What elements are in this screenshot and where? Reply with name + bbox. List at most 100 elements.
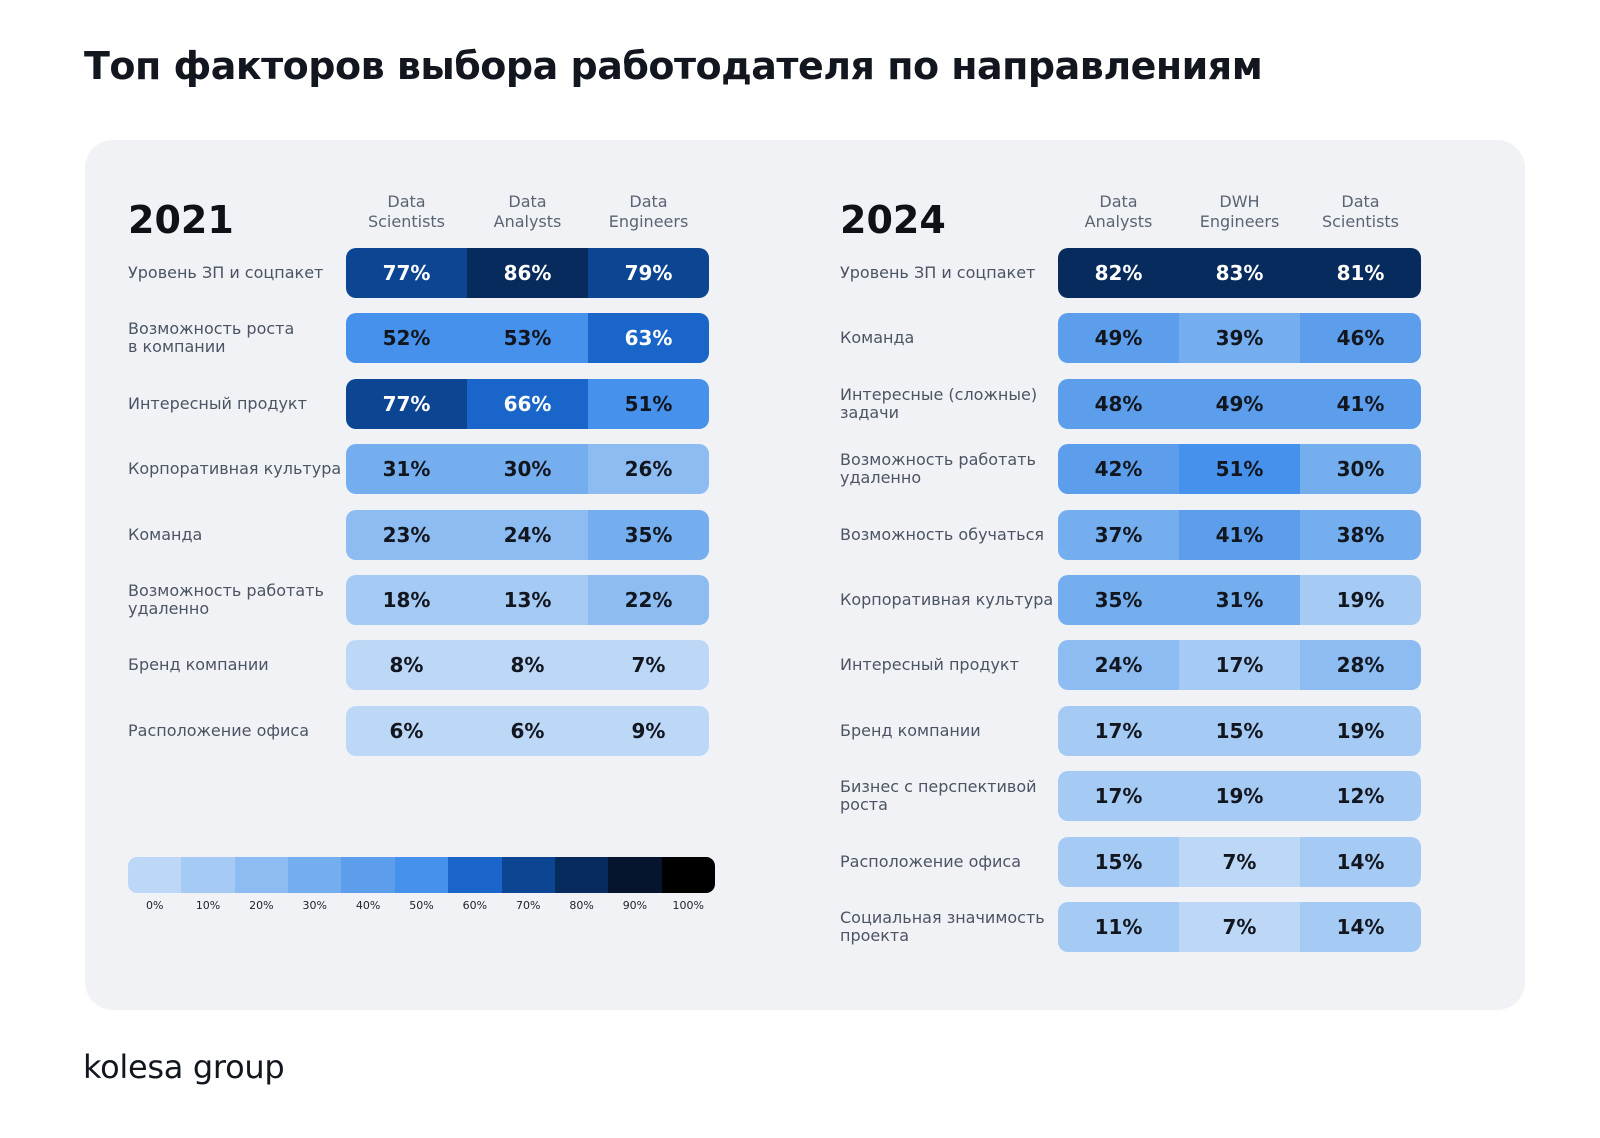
heatmap-cell: 12% (1300, 771, 1421, 822)
legend-tick-label: 30% (302, 899, 327, 912)
legend-swatch (341, 857, 395, 893)
heatmap-row: Социальная значимость проекта 11% 7% 14% (840, 902, 1520, 952)
row-bar: 11% 7% 14% (1058, 902, 1421, 952)
row-bar: 35% 31% 19% (1058, 575, 1421, 625)
year-heading: 2024 (840, 198, 946, 242)
legend-bar (128, 857, 715, 893)
heatmap-cell: 7% (1179, 836, 1300, 887)
heatmap-cell: 6% (346, 705, 467, 756)
row-bar: 37% 41% 38% (1058, 509, 1421, 560)
heatmap-cell: 41% (1179, 509, 1300, 560)
row-bar: 49% 39% 46% (1058, 313, 1421, 364)
heatmap-row: Расположение офиса 6% 6% 9% (128, 705, 808, 756)
column-header: Data Engineers (608, 192, 689, 231)
heatmap-cell: 46% (1300, 313, 1421, 364)
chart-title: Топ факторов выбора работодателя по напр… (84, 44, 1263, 88)
heatmap-cell: 17% (1058, 705, 1179, 756)
heatmap-cell: 82% (1058, 248, 1179, 298)
row-label: Расположение офиса (840, 851, 1022, 871)
heatmap-cell: 83% (1179, 248, 1300, 298)
heatmap-row: Возможность обучаться 37% 41% 38% (840, 509, 1520, 560)
row-bar: 42% 51% 30% (1058, 444, 1421, 495)
panel-2021: 2021 Data Scientists Data Analysts Data Eng… (128, 140, 808, 1000)
heatmap-row: Бизнес с перспективой роста 17% 19% 12% (840, 771, 1520, 822)
heatmap-row: Корпоративная культура 35% 31% 19% (840, 575, 1520, 625)
heatmap-cell: 49% (1058, 313, 1179, 364)
heatmap-cell: 19% (1179, 771, 1300, 822)
heatmap-cell: 48% (1058, 378, 1179, 429)
row-label: Социальная значимость проекта (840, 908, 1045, 945)
heatmap-cell: 79% (588, 248, 709, 298)
row-bar: 82% 83% 81% (1058, 248, 1421, 298)
heatmap-cell: 39% (1179, 313, 1300, 364)
heatmap-cell: 26% (588, 444, 709, 495)
heatmap-cell: 24% (467, 509, 588, 560)
heatmap-cell: 51% (1179, 444, 1300, 495)
row-bar: 77% 66% 51% (346, 378, 709, 429)
heatmap-cell: 6% (467, 705, 588, 756)
heatmap-row: Расположение офиса 15% 7% 14% (840, 836, 1520, 887)
heatmap-cell: 53% (467, 313, 588, 364)
heatmap-row: Команда 23% 24% 35% (128, 509, 808, 560)
row-label: Бизнес с перспективой роста (840, 777, 1037, 815)
heatmap-cell: 38% (1300, 509, 1421, 560)
legend-swatch (448, 857, 502, 893)
legend-swatch (234, 857, 289, 893)
row-label: Команда (840, 328, 915, 348)
legend-swatch (128, 857, 182, 893)
row-label: Интересный продукт (840, 655, 1019, 675)
row-bar: 15% 7% 14% (1058, 836, 1421, 887)
heatmap-row: Корпоративная культура 31% 30% 26% (128, 444, 808, 495)
row-label: Уровень ЗП и соцпакет (128, 263, 324, 282)
heatmap-cell: 22% (588, 575, 709, 625)
heatmap-row: Уровень ЗП и соцпакет 77% 86% 79% (128, 248, 808, 298)
heatmap-cell: 13% (467, 575, 588, 625)
heatmap-cell: 15% (1058, 836, 1179, 887)
row-bar: 31% 30% 26% (346, 444, 709, 495)
heatmap-cell: 41% (1300, 378, 1421, 429)
row-label: Бренд компании (840, 720, 981, 740)
year-heading: 2021 (128, 198, 234, 242)
heatmap-cell: 30% (1300, 444, 1421, 495)
brand-logo-text: kolesa group (83, 1048, 285, 1086)
heatmap-cell: 8% (346, 640, 467, 691)
heatmap-row: Возможность работать удаленно 42% 51% 30% (840, 444, 1520, 495)
column-header: Data Analysts (1084, 192, 1153, 231)
row-bar: 17% 15% 19% (1058, 705, 1421, 756)
legend-swatch (608, 857, 662, 893)
heatmap-cell: 77% (346, 248, 467, 298)
heatmap-cell: 11% (1058, 902, 1179, 952)
heatmap-cell: 14% (1300, 902, 1421, 952)
color-scale-legend: 0% 10% 20% 30% 40% 50% 60% 70% 80% 90% 100% (128, 857, 715, 912)
row-bar: 48% 49% 41% (1058, 378, 1421, 429)
heatmap-cell: 77% (346, 378, 467, 429)
row-bar: 52% 53% 63% (346, 313, 709, 364)
heatmap-cell: 28% (1300, 640, 1421, 691)
legend-ticks: 0% 10% 20% 30% 40% 50% 60% 70% 80% 90% 100% (128, 899, 715, 912)
heatmap-cell: 49% (1179, 378, 1300, 429)
heatmap-cell: 23% (346, 509, 467, 560)
heatmap-cell: 17% (1058, 771, 1179, 822)
row-label: Команда (128, 524, 203, 544)
heatmap-row: Команда 49% 39% 46% (840, 313, 1520, 364)
legend-swatch (501, 857, 555, 893)
heatmap-cell: 31% (346, 444, 467, 495)
row-bar: 18% 13% 22% (346, 575, 709, 625)
legend-tick-label: 70% (515, 899, 541, 912)
row-label: Бренд компании (128, 655, 269, 675)
heatmap-cell: 9% (588, 705, 709, 756)
heatmap-cell: 35% (1058, 575, 1179, 625)
panel-2024: 2024 Data Analysts DWH Engineers Data Scien… (840, 140, 1520, 1000)
heatmap-cell: 14% (1300, 836, 1421, 887)
legend-tick-label: 20% (249, 899, 274, 912)
heatmap-cell: 8% (467, 640, 588, 691)
row-label: Возможность работать удаленно (840, 450, 1036, 488)
legend-tick-label: 40% (355, 899, 381, 912)
heatmap-row: Интересный продукт 77% 66% 51% (128, 378, 808, 429)
heatmap-cell: 18% (346, 575, 467, 625)
row-label: Корпоративная культура (128, 459, 342, 479)
row-label: Интересные (сложные) задачи (840, 384, 1038, 422)
heatmap-cell: 15% (1179, 705, 1300, 756)
heatmap-cell: 42% (1058, 444, 1179, 495)
heatmap-cell: 63% (588, 313, 709, 364)
